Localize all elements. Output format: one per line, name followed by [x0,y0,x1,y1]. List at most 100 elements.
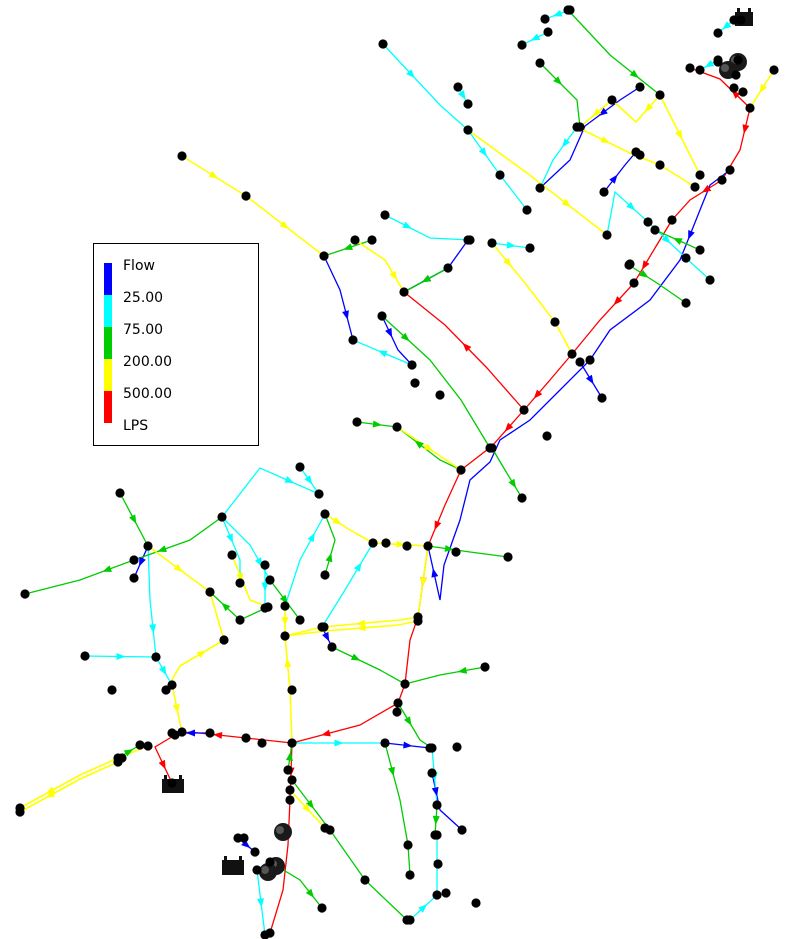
junction-node[interactable] [643,217,653,227]
pipe-link[interactable] [24,559,135,595]
junction-node[interactable] [738,87,748,97]
pipe-link[interactable] [571,282,635,355]
junction-node[interactable] [117,753,127,763]
junction-node[interactable] [597,393,607,403]
junction-node[interactable] [625,259,635,269]
junction-node[interactable] [319,251,329,261]
pipe-link[interactable] [460,409,525,471]
junction-node[interactable] [695,245,705,255]
junction-node[interactable] [456,465,466,475]
junction-node[interactable] [535,183,545,193]
junction-node[interactable] [602,230,612,240]
pipe-link[interactable] [467,129,608,236]
junction-node[interactable] [393,698,403,708]
junction-node[interactable] [399,287,409,297]
junction-node[interactable] [205,587,215,597]
junction-node[interactable] [599,187,609,197]
junction-node[interactable] [427,768,437,778]
junction-node[interactable] [441,888,451,898]
junction-node[interactable] [80,651,90,661]
junction-node[interactable] [430,830,440,840]
pipe-link[interactable] [491,447,523,499]
junction-node[interactable] [432,800,442,810]
junction-node[interactable] [327,642,337,652]
pipe-link[interactable] [567,9,661,96]
pipe-link[interactable] [397,702,433,749]
pipe-link[interactable] [354,239,405,293]
junction-node[interactable] [463,99,473,109]
junction-node[interactable] [400,679,410,689]
pipe-link[interactable] [671,179,723,221]
junction-node[interactable] [655,90,665,100]
pipe-link[interactable] [154,734,176,784]
junction-node[interactable] [352,417,362,427]
junction-node[interactable] [487,443,497,453]
junction-node[interactable] [367,235,377,245]
pump-icon[interactable] [274,823,292,841]
junction-node[interactable] [260,560,270,570]
junction-node[interactable] [287,738,297,748]
junction-node[interactable] [535,58,545,68]
pipe-link[interactable] [467,129,528,211]
pipe-link[interactable] [221,516,271,581]
pipe-link[interactable] [323,255,354,341]
junction-node[interactable] [713,28,723,38]
junction-node[interactable] [392,707,402,717]
junction-node[interactable] [241,191,251,201]
junction-node[interactable] [525,243,535,253]
junction-node[interactable] [655,160,665,170]
pipe-link[interactable] [539,86,641,189]
junction-node[interactable] [129,555,139,565]
pipe-link[interactable] [403,291,525,411]
junction-node[interactable] [432,890,442,900]
junction-node[interactable] [495,170,505,180]
pipe-link[interactable] [321,542,374,628]
junction-node[interactable] [427,743,437,753]
pipe-link[interactable] [324,513,374,544]
pipe-link[interactable] [221,467,320,518]
pipe-link[interactable] [19,761,119,813]
pipe-link[interactable] [427,359,591,601]
junction-node[interactable] [463,125,473,135]
junction-node[interactable] [585,355,595,365]
pipe-link[interactable] [603,151,637,193]
junction-node[interactable] [650,225,660,235]
junction-node[interactable] [402,541,412,551]
pipe-link[interactable] [147,545,157,658]
junction-node[interactable] [285,785,295,795]
pipe-link[interactable] [539,62,581,128]
junction-node[interactable] [263,602,273,612]
junction-node[interactable] [745,103,755,113]
pipe-link[interactable] [633,219,673,284]
junction-node[interactable] [260,930,270,939]
junction-node[interactable] [143,741,153,751]
junction-node[interactable] [575,357,585,367]
junction-node[interactable] [465,235,475,245]
junction-node[interactable] [407,360,417,370]
pipe-link[interactable] [606,190,649,236]
junction-node[interactable] [265,575,275,585]
junction-node[interactable] [107,685,117,695]
junction-node[interactable] [729,83,739,93]
junction-node[interactable] [381,538,391,548]
junction-node[interactable] [320,509,330,519]
junction-node[interactable] [443,263,453,273]
junction-node[interactable] [517,40,527,50]
pipe-link[interactable] [404,666,486,685]
junction-node[interactable] [423,541,433,551]
pipe-link[interactable] [628,264,687,304]
junction-node[interactable] [713,57,723,67]
pipe-link[interactable] [382,43,469,131]
junction-node[interactable] [629,278,639,288]
pipe-link[interactable] [284,620,419,637]
junction-node[interactable] [143,541,153,551]
junction-node[interactable] [167,728,177,738]
junction-node[interactable] [151,652,161,662]
junction-node[interactable] [252,865,262,875]
junction-node[interactable] [161,685,171,695]
junction-node[interactable] [725,165,735,175]
junction-node[interactable] [487,238,497,248]
tank-icon[interactable] [222,856,244,875]
junction-node[interactable] [360,875,370,885]
